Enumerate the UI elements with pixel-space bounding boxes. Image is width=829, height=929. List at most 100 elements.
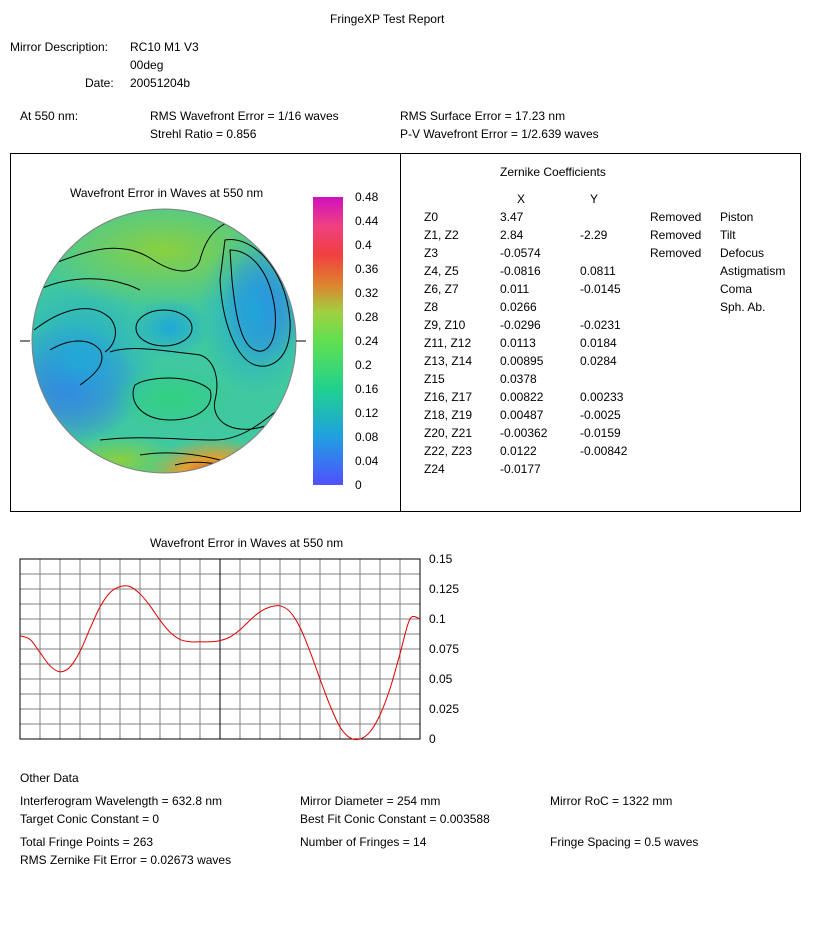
panel-divider [400,153,401,512]
zernike-x: 0.00822 [500,390,544,404]
zernike-x: -0.00362 [500,426,548,440]
zernike-title: Zernike Coefficients [500,165,606,179]
number-of-fringes: Number of Fringes = 14 [300,835,427,849]
zernike-term: Z3 [424,246,439,260]
zernike-x: -0.0296 [500,318,541,332]
date-value: 20051204b [130,76,191,90]
zernike-name: Astigmatism [720,264,786,278]
zernike-name: Sph. Ab. [720,300,766,314]
colorbar [313,197,343,485]
zernike-y: -0.00842 [580,444,628,458]
colorbar-label: 0.44 [355,214,379,228]
zernike-y: 0.0184 [580,336,617,350]
zernike-y: 0.0811 [580,264,616,278]
colorbar-label: 0.08 [355,430,379,444]
wavefront-map [20,197,343,485]
ytick-label: 0.05 [429,672,453,686]
zernike-term: Z9, Z10 [424,318,466,332]
mirror-description-line2: 00deg [130,58,164,72]
zernike-x: 0.00895 [500,354,544,368]
colorbar-label: 0.48 [355,190,379,204]
colorbar-label: 0.2 [355,358,372,372]
zernike-x: -0.0177 [500,462,541,476]
zernike-x: -0.0574 [500,246,541,260]
zernike-name: Piston [720,210,754,224]
profile-line [19,585,421,741]
ytick-label: 0.125 [429,582,460,596]
total-fringe-points: Total Fringe Points = 263 [20,835,154,849]
colorbar-label: 0.16 [355,382,379,396]
colorbar-label: 0.24 [355,334,379,348]
other-data-title: Other Data [20,771,79,785]
zernike-term: Z22, Z23 [424,444,473,458]
zernike-status: Removed [650,228,702,242]
zernike-x: 0.0113 [500,336,536,350]
best-fit-conic-constant: Best Fit Conic Constant = 0.003588 [300,812,490,826]
zernike-term: Z13, Z14 [424,354,473,368]
zernike-y: -0.0025 [580,408,621,422]
ytick-label: 0.1 [429,612,446,626]
ytick-label: 0.025 [429,702,460,716]
mirror-description-line1: RC10 M1 V3 [130,40,199,54]
interferogram-wavelength: Interferogram Wavelength = 632.8 nm [20,794,222,808]
zernike-x: 2.84 [500,228,524,242]
zernike-term: Z4, Z5 [424,264,459,278]
zernike-term: Z8 [424,300,439,314]
zernike-name: Defocus [720,246,765,260]
wavelength-label: At 550 nm: [20,109,79,123]
colorbar-label: 0.12 [355,406,379,420]
zernike-name: Tilt [720,228,736,242]
zernike-x: 0.00487 [500,408,544,422]
strehl-ratio: Strehl Ratio = 0.856 [150,127,257,141]
colorbar-label: 0 [355,478,362,492]
results-panel [10,153,801,512]
zernike-term: Z20, Z21 [424,426,473,440]
colorbar-label: 0.4 [355,238,372,252]
zernike-y: -0.0231 [580,318,621,332]
target-conic-constant: Target Conic Constant = 0 [20,812,160,826]
zernike-col-y: Y [590,192,599,206]
zernike-x: 0.0378 [500,372,537,386]
zernike-y: -2.29 [580,228,608,242]
zernike-y: -0.0159 [580,426,621,440]
colorbar-label: 0.36 [355,262,379,276]
colorbar-label: 0.28 [355,310,379,324]
profile-chart [19,558,421,741]
mirror-description-label: Mirror Description: [10,40,109,54]
zernike-x: 0.0266 [500,300,537,314]
zernike-term: Z6, Z7 [424,282,459,296]
profile-chart-title: Wavefront Error in Waves at 550 nm [150,536,344,550]
zernike-term: Z1, Z2 [424,228,459,242]
zernike-term: Z16, Z17 [424,390,473,404]
colorbar-label: 0.32 [355,286,379,300]
zernike-status: Removed [650,210,702,224]
zernike-term: Z11, Z12 [424,336,472,350]
mirror-diameter: Mirror Diameter = 254 mm [300,794,441,808]
zernike-x: 0.0122 [500,444,537,458]
colorbar-label: 0.04 [355,454,379,468]
fringe-spacing: Fringe Spacing = 0.5 waves [550,835,699,849]
zernike-x: -0.0816 [500,264,541,278]
mirror-roc: Mirror RoC = 1322 mm [550,794,673,808]
zernike-col-x: X [517,192,526,206]
zernike-x: 0.011 [500,282,530,296]
pv-wavefront-error: P-V Wavefront Error = 1/2.639 waves [400,127,599,141]
rms-zernike-fit-error: RMS Zernike Fit Error = 0.02673 waves [20,853,232,867]
zernike-term: Z0 [424,210,439,224]
zernike-y: -0.0145 [580,282,621,296]
ytick-label: 0.075 [429,642,460,656]
ytick-label: 0 [429,732,436,746]
zernike-term: Z15 [424,372,445,386]
zernike-y: 0.0284 [580,354,617,368]
rms-wavefront-error: RMS Wavefront Error = 1/16 waves [150,109,339,123]
zernike-term: Z24 [424,462,445,476]
zernike-name: Coma [720,282,753,296]
wavefront-map-title: Wavefront Error in Waves at 550 nm [70,186,264,200]
zernike-y: 0.00233 [580,390,624,404]
zernike-x: 3.47 [500,210,524,224]
ytick-label: 0.15 [429,552,453,566]
report-title: FringeXP Test Report [330,12,445,26]
date-label: Date: [85,76,114,90]
zernike-status: Removed [650,246,702,260]
zernike-term: Z18, Z19 [424,408,473,422]
